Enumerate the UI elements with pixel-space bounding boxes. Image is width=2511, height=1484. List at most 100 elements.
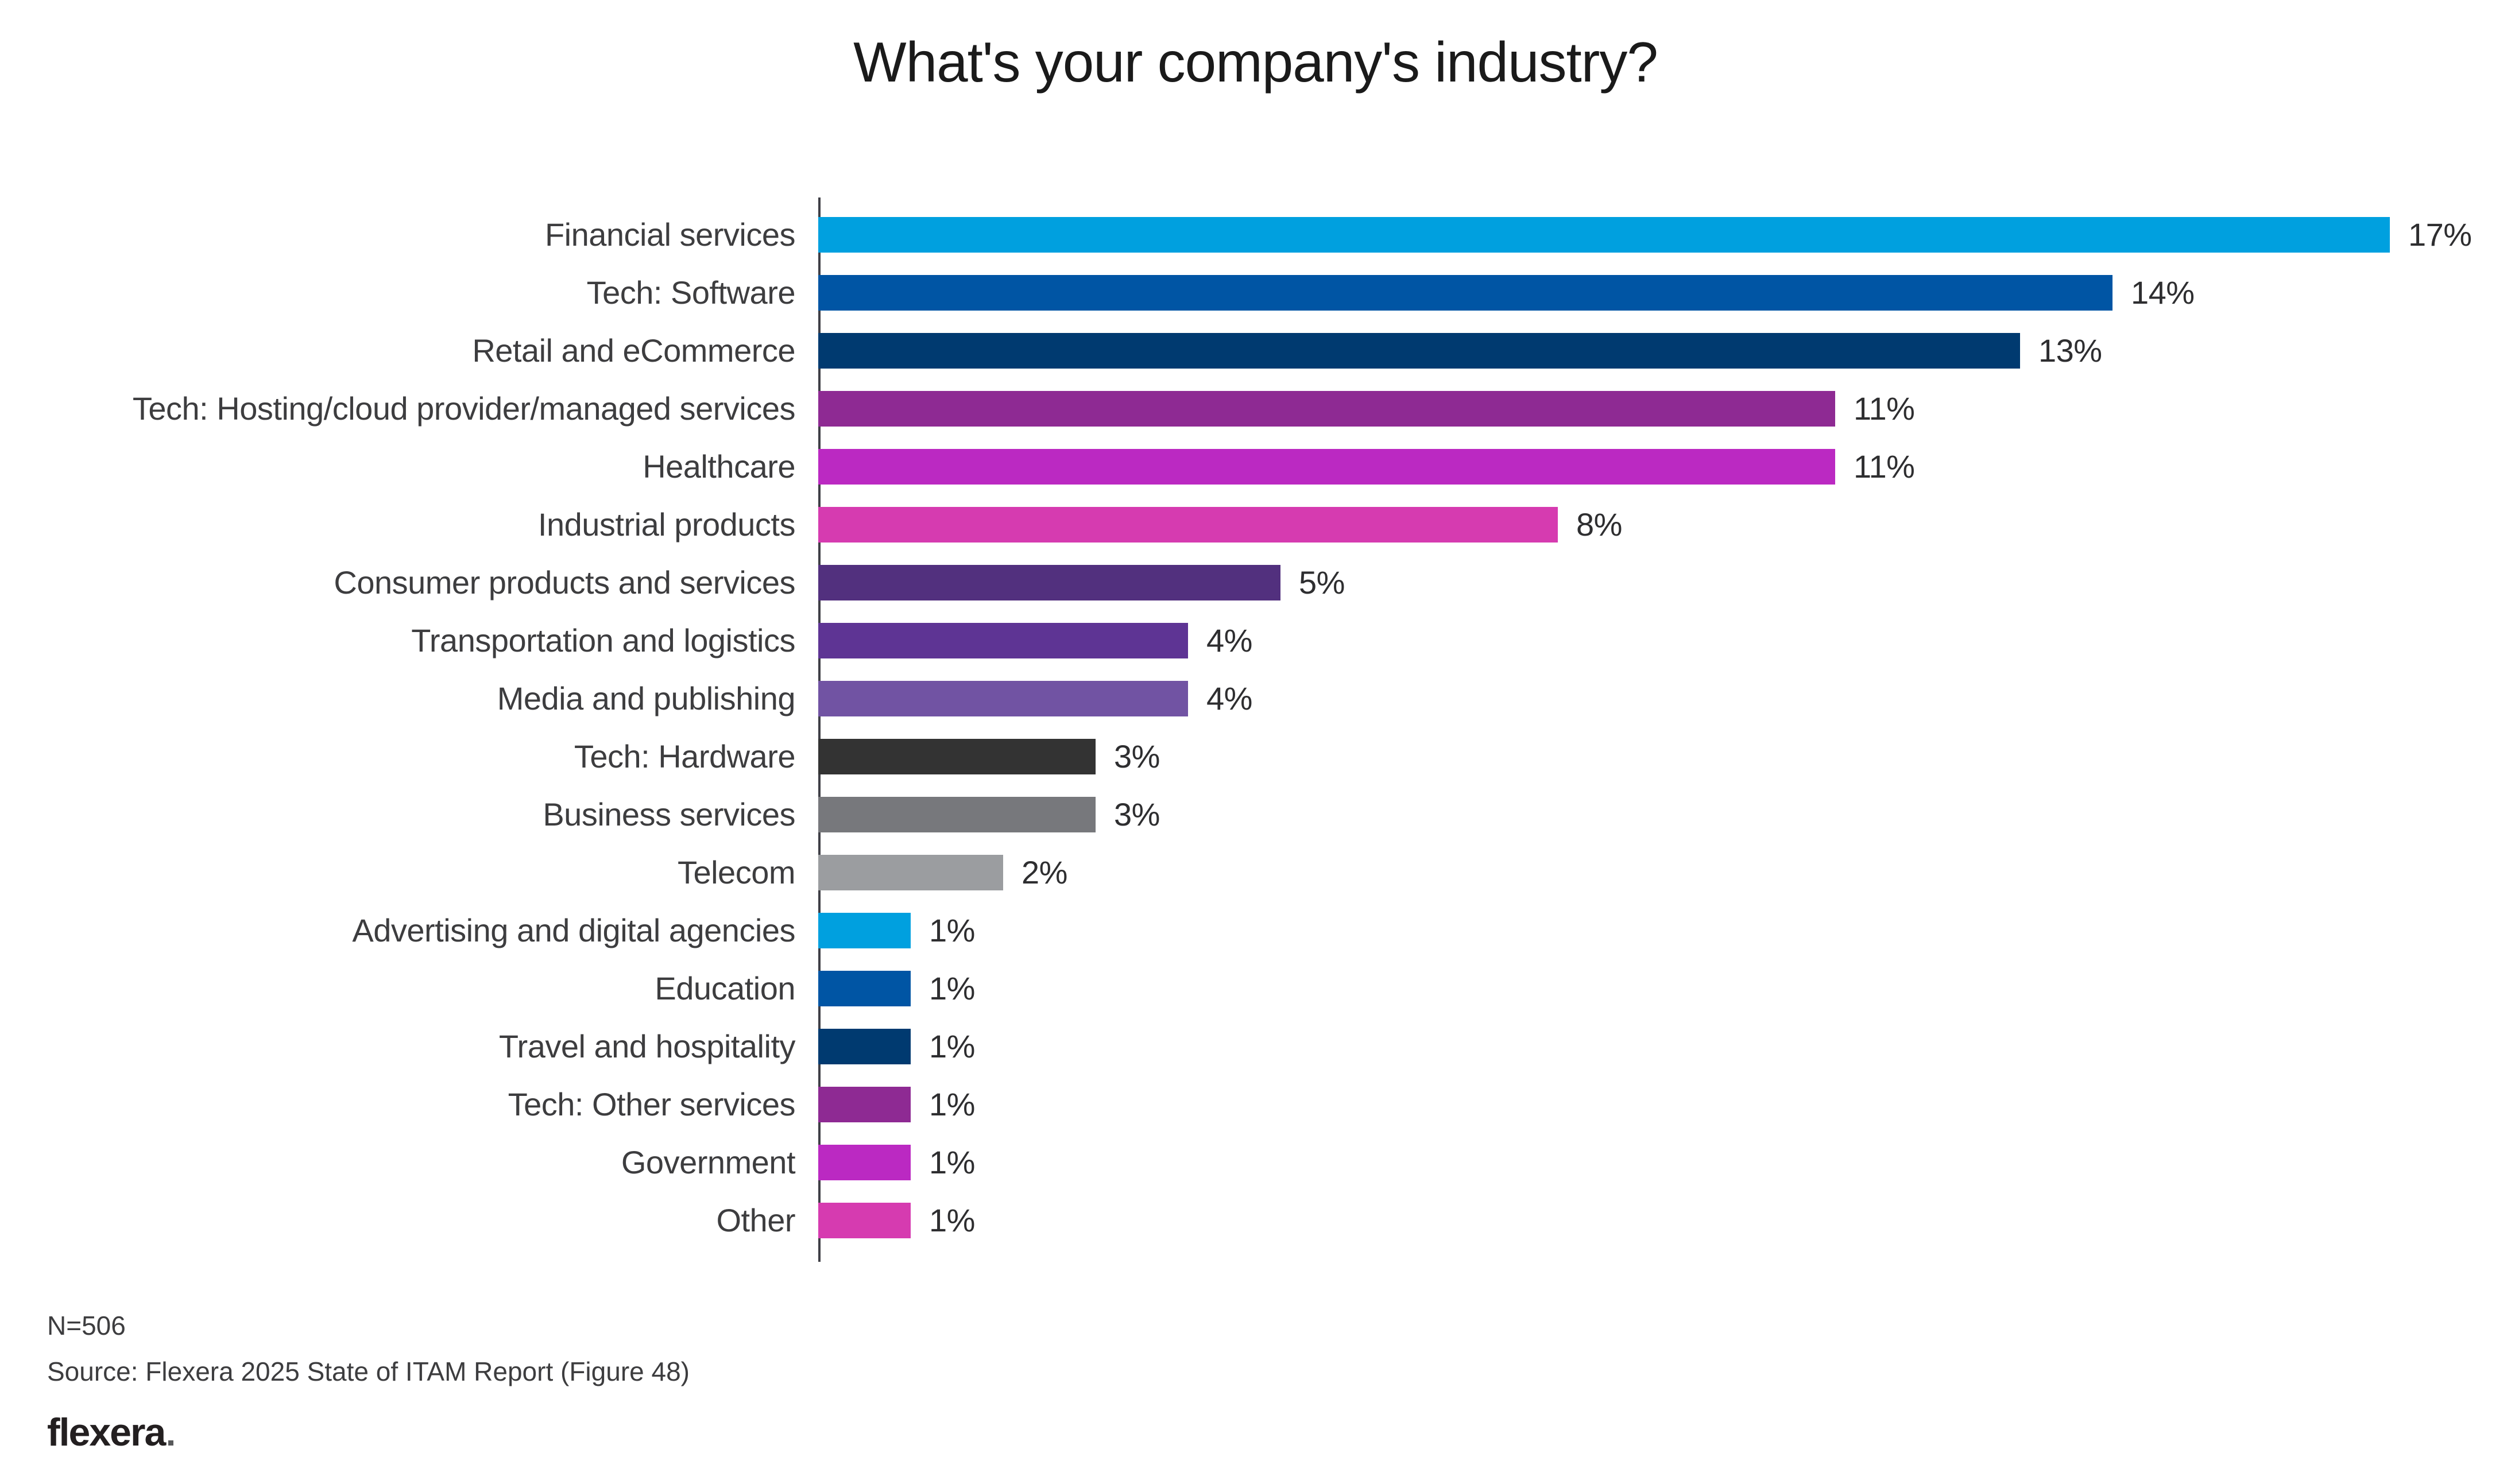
bar-track: 5% bbox=[818, 553, 2511, 611]
bar bbox=[818, 622, 1188, 658]
bar bbox=[818, 1028, 911, 1064]
bar-row: Tech: Hardware 3% bbox=[0, 727, 2511, 785]
bar-track: 3% bbox=[818, 727, 2511, 785]
bar-row: Healthcare 11% bbox=[0, 437, 2511, 495]
flexera-logo-dot-icon bbox=[168, 1440, 174, 1446]
category-label: Travel and hospitality bbox=[498, 1028, 796, 1064]
bar-track: 11% bbox=[818, 437, 2511, 495]
bar bbox=[818, 796, 1096, 832]
bar bbox=[818, 216, 2390, 253]
bar-track: 17% bbox=[818, 206, 2511, 264]
bar bbox=[818, 332, 2020, 369]
bar bbox=[818, 1144, 911, 1180]
value-label: 1% bbox=[929, 1086, 975, 1122]
bar-row: Telecom 2% bbox=[0, 843, 2511, 901]
bar-row: Tech: Software 14% bbox=[0, 264, 2511, 321]
category-label: Industrial products bbox=[537, 506, 796, 543]
bar-row: Retail and eCommerce 13% bbox=[0, 321, 2511, 379]
category-label: Consumer products and services bbox=[334, 564, 795, 600]
category-label: Business services bbox=[543, 796, 795, 832]
bar-row: Other 1% bbox=[0, 1191, 2511, 1249]
y-axis-line bbox=[818, 197, 821, 1262]
value-label: 3% bbox=[1114, 796, 1160, 832]
bar-row: Education 1% bbox=[0, 959, 2511, 1017]
category-label: Other bbox=[716, 1202, 795, 1238]
bar-track: 1% bbox=[818, 1075, 2511, 1133]
value-label: 1% bbox=[929, 912, 975, 948]
category-label: Tech: Hardware bbox=[574, 738, 796, 774]
footer: N=506 Source: Flexera 2025 State of ITAM… bbox=[47, 1310, 690, 1455]
bar bbox=[818, 390, 1835, 427]
flexera-logo: flexera bbox=[47, 1410, 174, 1455]
bar-track: 13% bbox=[818, 321, 2511, 379]
value-label: 11% bbox=[1854, 448, 1915, 485]
bar-track: 2% bbox=[818, 843, 2511, 901]
bar-row: Travel and hospitality 1% bbox=[0, 1017, 2511, 1075]
category-label: Financial services bbox=[544, 216, 796, 253]
value-label: 1% bbox=[929, 970, 975, 1006]
bar-track: 11% bbox=[818, 379, 2511, 437]
value-label: 14% bbox=[2131, 274, 2195, 311]
category-label: Retail and eCommerce bbox=[472, 332, 795, 369]
value-label: 11% bbox=[1854, 390, 1915, 427]
source-note: Source: Flexera 2025 State of ITAM Repor… bbox=[47, 1357, 690, 1386]
bar-track: 8% bbox=[818, 495, 2511, 553]
bar-track: 4% bbox=[818, 611, 2511, 669]
category-label: Tech: Software bbox=[586, 274, 796, 311]
bar-row: Tech: Hosting/cloud provider/managed ser… bbox=[0, 379, 2511, 437]
bar bbox=[818, 680, 1188, 716]
bar-track: 1% bbox=[818, 1133, 2511, 1191]
category-label: Media and publishing bbox=[497, 680, 796, 716]
bar bbox=[818, 854, 1003, 890]
bar-track: 1% bbox=[818, 1191, 2511, 1249]
category-label: Healthcare bbox=[643, 448, 795, 485]
category-label: Telecom bbox=[677, 854, 796, 890]
category-label: Government bbox=[621, 1144, 796, 1180]
bar bbox=[818, 274, 2113, 311]
bar-row: Transportation and logistics 4% bbox=[0, 611, 2511, 669]
value-label: 1% bbox=[929, 1144, 975, 1180]
category-label: Tech: Other services bbox=[508, 1086, 796, 1122]
bar bbox=[818, 1202, 911, 1238]
flexera-logo-text: flexera bbox=[47, 1411, 166, 1454]
value-label: 17% bbox=[2408, 216, 2472, 253]
value-label: 13% bbox=[2038, 332, 2102, 369]
bar-row: Media and publishing 4% bbox=[0, 669, 2511, 727]
bar-row: Government 1% bbox=[0, 1133, 2511, 1191]
bar-row: Financial services 17% bbox=[0, 206, 2511, 264]
category-label: Education bbox=[655, 970, 795, 1006]
value-label: 1% bbox=[929, 1028, 975, 1064]
bar-track: 1% bbox=[818, 1017, 2511, 1075]
bar-track: 4% bbox=[818, 669, 2511, 727]
value-label: 2% bbox=[1022, 854, 1067, 890]
bar-track: 1% bbox=[818, 901, 2511, 959]
bar bbox=[818, 1086, 911, 1122]
bar-track: 14% bbox=[818, 264, 2511, 321]
value-label: 1% bbox=[929, 1202, 975, 1238]
bar bbox=[818, 738, 1096, 774]
sample-size-note: N=506 bbox=[47, 1311, 126, 1340]
value-label: 4% bbox=[1206, 622, 1252, 658]
bar-row: Industrial products 8% bbox=[0, 495, 2511, 553]
category-label: Advertising and digital agencies bbox=[352, 912, 795, 948]
bar bbox=[818, 564, 1280, 600]
bar-track: 1% bbox=[818, 959, 2511, 1017]
value-label: 4% bbox=[1206, 680, 1252, 716]
bar bbox=[818, 912, 911, 948]
bar-row: Advertising and digital agencies 1% bbox=[0, 901, 2511, 959]
bar bbox=[818, 448, 1835, 485]
category-label: Transportation and logistics bbox=[411, 622, 795, 658]
bar bbox=[818, 970, 911, 1006]
value-label: 3% bbox=[1114, 738, 1160, 774]
bar-rows: Financial services 17% Tech: Software 14% Re… bbox=[0, 197, 2511, 1262]
value-label: 5% bbox=[1299, 564, 1345, 600]
bar bbox=[818, 506, 1558, 543]
value-label: 8% bbox=[1576, 506, 1622, 543]
category-label: Tech: Hosting/cloud provider/managed ser… bbox=[132, 390, 796, 427]
bar-row: Business services 3% bbox=[0, 785, 2511, 843]
bar-row: Consumer products and services 5% bbox=[0, 553, 2511, 611]
bar-track: 3% bbox=[818, 785, 2511, 843]
bar-row: Tech: Other services 1% bbox=[0, 1075, 2511, 1133]
chart-title: What's your company's industry? bbox=[853, 30, 1658, 94]
